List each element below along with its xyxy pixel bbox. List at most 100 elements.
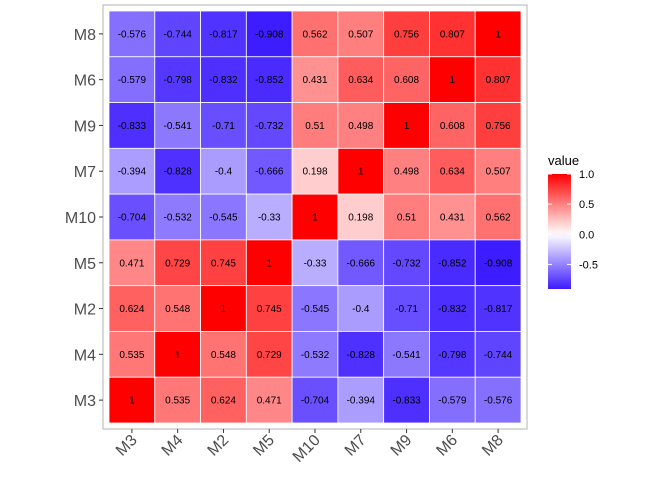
- heatmap-cell: [245, 102, 293, 149]
- y-tick-label: M3: [74, 393, 96, 410]
- heatmap-cell: [474, 376, 522, 424]
- legend-tick-label: 1.0: [579, 169, 594, 181]
- cell-value-label: -0.579: [438, 396, 467, 407]
- heatmap-cell: [337, 193, 385, 241]
- heatmap-cell: [108, 376, 156, 424]
- x-tick-label: M9: [388, 432, 416, 460]
- cell-value-label: 0.807: [486, 75, 511, 86]
- heatmap-cell: [291, 10, 339, 58]
- cell-value-label: -0.833: [392, 396, 421, 407]
- cell-value-label: 0.745: [257, 304, 282, 315]
- heatmap-cell: [108, 147, 156, 195]
- cell-value-label: -0.545: [301, 304, 330, 315]
- cell-value-label: -0.71: [212, 121, 235, 132]
- heatmap-cell: [429, 331, 476, 378]
- cell-value-label: 0.498: [348, 121, 373, 132]
- cell-value-label: 0.471: [257, 396, 282, 407]
- heatmap-cell: [383, 239, 430, 287]
- heatmap-cell: [383, 56, 430, 103]
- cell-value-label: 0.535: [165, 396, 190, 407]
- legend-ticks: 1.0 0.5 0.0 -0.5: [548, 169, 598, 271]
- cell-value-label: -0.576: [118, 29, 147, 40]
- x-tick-label: M5: [250, 432, 278, 460]
- x-tick-label: M4: [159, 432, 187, 460]
- heatmap-cell: [200, 239, 247, 287]
- heatmap-cell: [337, 102, 385, 149]
- x-axis-ticks: M3 M4 M2 M5 M10 M7 M9 M6 M8: [113, 429, 507, 466]
- x-tick-label: M2: [205, 432, 233, 460]
- cell-value-label: -0.532: [301, 350, 330, 361]
- heatmap-cell: [474, 147, 522, 195]
- heatmap-cell: [474, 193, 522, 241]
- cell-value-label: 0.807: [440, 29, 465, 40]
- cell-value-label: 0.562: [486, 213, 511, 224]
- heatmap-cell: [154, 10, 201, 58]
- cell-value-label: 1: [129, 396, 135, 407]
- heatmap-cell: [245, 376, 293, 424]
- heatmap-cell: [291, 239, 339, 287]
- legend-title: value: [548, 153, 579, 168]
- heatmap-cell: [245, 331, 293, 378]
- cell-value-label: 0.198: [302, 167, 327, 178]
- cell-value-label: 0.507: [486, 167, 511, 178]
- y-tick-label: M8: [74, 27, 96, 44]
- y-tick-label: M6: [74, 73, 96, 90]
- heatmap-cell: [108, 102, 156, 149]
- x-tick-label: M6: [433, 432, 461, 460]
- cell-value-label: 0.498: [394, 167, 419, 178]
- cell-value-label: -0.852: [438, 258, 467, 269]
- cell-value-label: 0.471: [119, 258, 144, 269]
- heatmap-cell: [108, 239, 156, 287]
- legend-tick-label: -0.5: [579, 259, 598, 271]
- cell-value-label: -0.71: [395, 304, 418, 315]
- heatmap-cell: [383, 10, 430, 58]
- heatmap-cell: [200, 102, 247, 149]
- cell-value-label: 0.634: [440, 167, 465, 178]
- heatmap-cell: [245, 56, 293, 103]
- cell-value-label: 0.624: [119, 304, 144, 315]
- y-tick-label: M7: [74, 164, 96, 181]
- heatmap-cell: [245, 285, 293, 332]
- cell-value-label: -0.817: [209, 29, 238, 40]
- cell-value-label: -0.579: [118, 75, 147, 86]
- heatmap-cell: [200, 193, 247, 241]
- y-tick-label: M9: [74, 118, 96, 135]
- cell-value-label: -0.798: [438, 350, 467, 361]
- heatmap-cell: [154, 376, 201, 424]
- cell-value-label: -0.744: [484, 350, 513, 361]
- cell-value-label: 1: [450, 75, 456, 86]
- cell-value-label: -0.394: [347, 396, 376, 407]
- cell-value-label: -0.394: [118, 167, 147, 178]
- heatmap-cell: [429, 193, 476, 241]
- cell-value-label: 0.756: [486, 121, 511, 132]
- cell-value-label: -0.33: [304, 258, 327, 269]
- cell-value-label: -0.732: [392, 258, 421, 269]
- cell-value-label: -0.798: [163, 75, 192, 86]
- heatmap-cell: [200, 376, 247, 424]
- heatmap-cell: [429, 56, 476, 103]
- cell-value-label: -0.576: [484, 396, 513, 407]
- heatmap-cell: [154, 102, 201, 149]
- heatmap-cell: [429, 147, 476, 195]
- cell-value-label: -0.832: [438, 304, 467, 315]
- cell-value-label: -0.832: [209, 75, 238, 86]
- y-tick-label: M5: [74, 256, 96, 273]
- cell-value-label: 0.634: [348, 75, 373, 86]
- legend-colorbar: [548, 174, 571, 289]
- heatmap-cell: [154, 239, 201, 287]
- heatmap-cell: [291, 331, 339, 378]
- cell-value-label: 0.431: [440, 213, 465, 224]
- cell-value-label: 0.756: [394, 29, 419, 40]
- x-tick-label: M7: [342, 432, 370, 460]
- cell-value-label: 1: [495, 29, 501, 40]
- heatmap-cell: [429, 102, 476, 149]
- cell-value-label: 0.729: [165, 258, 190, 269]
- x-tick-label: M3: [113, 432, 141, 460]
- heatmap-cell: [474, 102, 522, 149]
- y-axis-ticks: M8 M6 M9 M7 M10 M5 M2 M4 M3: [65, 27, 103, 410]
- cell-value-label: -0.541: [163, 121, 192, 132]
- cell-value-label: 0.535: [119, 350, 144, 361]
- cell-value-label: 1: [221, 304, 227, 315]
- cell-value-label: -0.908: [484, 258, 513, 269]
